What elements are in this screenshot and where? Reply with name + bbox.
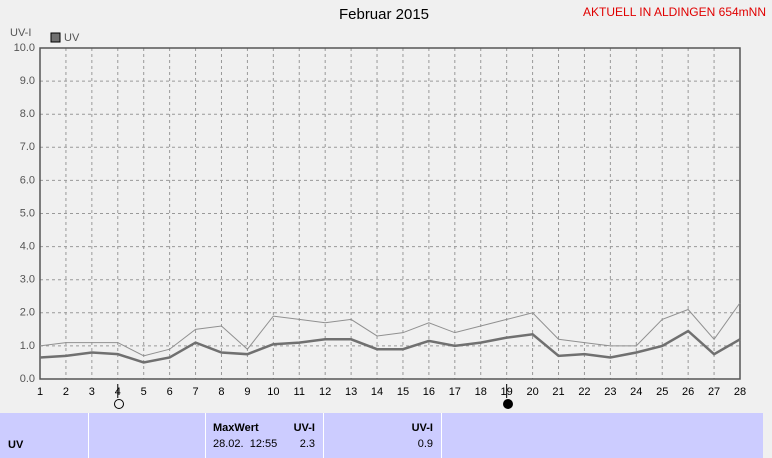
chart-title: Februar 2015 [339,6,429,23]
cell: MaxWert UV-I 28.02. 12:55 2.3 [205,413,324,458]
x-tick-label: 24 [630,386,642,398]
x-tick-label: 27 [708,386,720,398]
x-tick-label: 17 [449,386,461,398]
cell: UV [0,413,89,458]
x-tick-label: 20 [526,386,538,398]
series-line [39,302,741,357]
x-tick-label: 9 [244,386,250,398]
x-tick-label: 26 [682,386,694,398]
x-tick-label: 1 [37,386,43,398]
x-tick-label: 16 [423,386,435,398]
y-tick-label: 4.0 [20,241,35,253]
y-tick-label: 6.0 [20,174,35,186]
x-tick-label: 23 [604,386,616,398]
y-tick-label: 7.0 [20,141,35,153]
plot-border [39,47,741,380]
x-tick-label: 10 [267,386,279,398]
y-tick-label: 10.0 [14,42,35,54]
value: 0.9 [417,438,433,450]
x-tick-label: 3 [89,386,95,398]
cell [88,413,206,458]
y-tick-label: 1.0 [20,340,35,352]
chart-subtitle: AKTUELL IN ALDINGEN 654mNN [583,5,766,19]
x-tick-label: 21 [552,386,564,398]
x-tick-label: 12 [319,386,331,398]
y-tick-label: 9.0 [20,75,35,87]
x-tick-label: 8 [218,386,224,398]
cell: UV-I 0.9 [323,413,442,458]
unit: UV-I [411,422,433,434]
x-tick-label: 5 [141,386,147,398]
y-tick-label: 8.0 [20,108,35,120]
x-tick-label: 7 [192,386,198,398]
y-axis-label: UV-I [10,27,31,39]
unit: UV-I [293,422,315,434]
y-tick-label: 2.0 [20,307,35,319]
x-tick-label: 22 [578,386,590,398]
y-tick-label: 3.0 [20,274,35,286]
x-tick-label: 13 [345,386,357,398]
moon-icon [114,399,124,409]
x-tick-label: 15 [397,386,409,398]
time: 28.02. 12:55 [213,438,278,450]
y-tick-label: 0.0 [20,373,35,385]
chart: Februar 2015 AKTUELL IN ALDINGEN 654mNN … [10,5,766,409]
row-label: UV [8,439,24,451]
moon-icon [503,399,513,409]
x-tick-label: 6 [167,386,173,398]
series-line [39,329,741,364]
legend-label: UV [64,32,80,44]
x-tick-label: 18 [475,386,487,398]
summary-table: UV MaxWert UV-I 28.02. 12:55 2.3 UV-I 0.… [0,413,763,458]
legend-swatch [50,32,61,43]
value: 2.3 [299,438,315,450]
x-tick-label: 28 [734,386,746,398]
x-tick-label: 25 [656,386,668,398]
x-tick-label: 2 [63,386,69,398]
x-tick-label: 14 [371,386,383,398]
header: MaxWert [213,422,259,434]
x-tick-label: 11 [294,386,305,398]
y-tick-label: 5.0 [20,207,35,219]
